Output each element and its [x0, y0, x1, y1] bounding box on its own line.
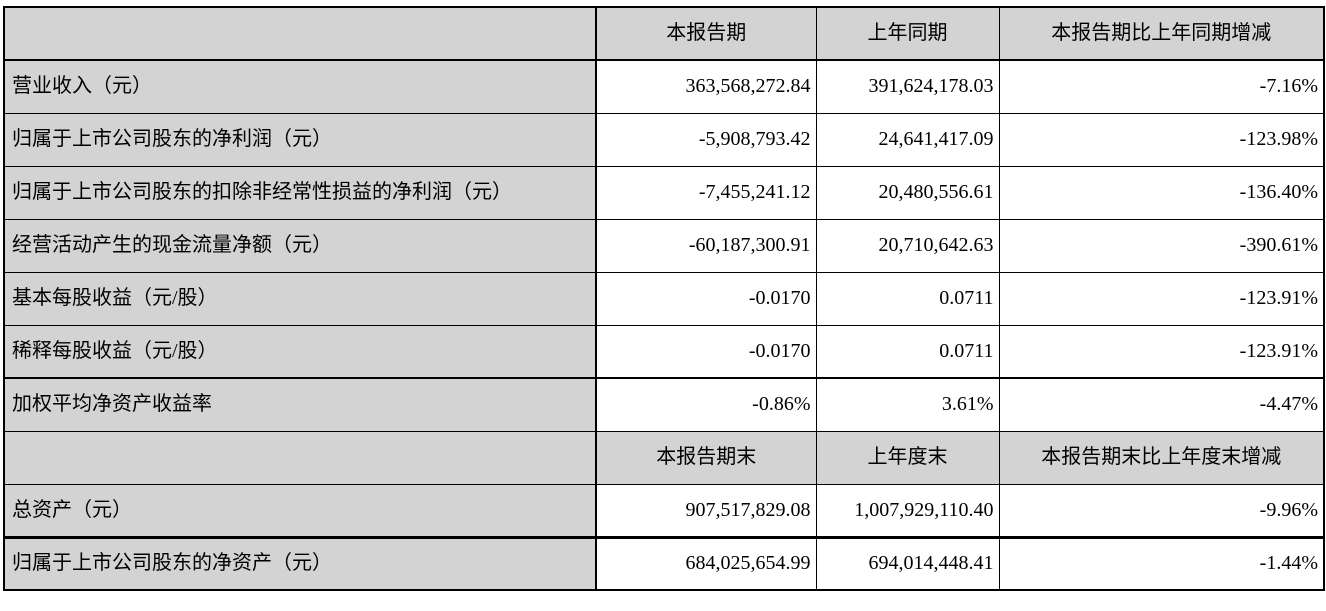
eop-header-empty-cell [3, 430, 597, 485]
change-cell: -1.44% [998, 535, 1325, 591]
financial-summary-table: 本报告期 上年同期 本报告期比上年同期增减 营业收入（元） 363,568,27… [3, 6, 1325, 591]
row-label-cell: 归属于上市公司股东的扣除非经常性损益的净利润（元） [3, 165, 597, 220]
change-cell: -123.91% [998, 271, 1325, 326]
row-label-cell: 总资产（元） [3, 483, 597, 538]
prior-period-cell: 0.0711 [815, 324, 1000, 379]
table-row: 归属于上市公司股东的扣除非经常性损益的净利润（元） -7,455,241.12 … [3, 165, 1325, 220]
table-row: 总资产（元） 907,517,829.08 1,007,929,110.40 -… [3, 483, 1325, 538]
prior-period-cell: 1,007,929,110.40 [815, 483, 1000, 538]
table-row: 归属于上市公司股东的净利润（元） -5,908,793.42 24,641,41… [3, 112, 1325, 167]
period-header-empty-cell [3, 6, 597, 61]
row-label-cell: 营业收入（元） [3, 59, 597, 114]
current-period-cell: 907,517,829.08 [595, 483, 817, 538]
table-row: 加权平均净资产收益率 -0.86% 3.61% -4.47% [3, 377, 1325, 432]
table-row: 经营活动产生的现金流量净额（元） -60,187,300.91 20,710,6… [3, 218, 1325, 273]
prior-period-cell: 3.61% [815, 377, 1000, 432]
table-row: 基本每股收益（元/股） -0.0170 0.0711 -123.91% [3, 271, 1325, 326]
change-cell: -9.96% [998, 483, 1325, 538]
prior-period-cell: 391,624,178.03 [815, 59, 1000, 114]
row-label-cell: 稀释每股收益（元/股） [3, 324, 597, 379]
column-header-current-eop: 本报告期末 [595, 430, 817, 485]
prior-period-cell: 24,641,417.09 [815, 112, 1000, 167]
current-period-cell: 684,025,654.99 [595, 535, 817, 591]
table-row-eop-header: 本报告期末 上年度末 本报告期末比上年度末增减 [3, 430, 1325, 485]
financial-summary-table-container: 本报告期 上年同期 本报告期比上年同期增减 营业收入（元） 363,568,27… [3, 6, 1325, 591]
change-cell: -123.98% [998, 112, 1325, 167]
prior-period-cell: 20,480,556.61 [815, 165, 1000, 220]
change-cell: -390.61% [998, 218, 1325, 273]
prior-period-cell: 694,014,448.41 [815, 535, 1000, 591]
change-cell: -7.16% [998, 59, 1325, 114]
table-row: 稀释每股收益（元/股） -0.0170 0.0711 -123.91% [3, 324, 1325, 379]
current-period-cell: -0.0170 [595, 271, 817, 326]
change-cell: -136.40% [998, 165, 1325, 220]
change-cell: -4.47% [998, 377, 1325, 432]
column-header-period-change: 本报告期比上年同期增减 [998, 6, 1325, 61]
current-period-cell: -60,187,300.91 [595, 218, 817, 273]
column-header-eop-change: 本报告期末比上年度末增减 [998, 430, 1325, 485]
column-header-current-period: 本报告期 [595, 6, 817, 61]
current-period-cell: 363,568,272.84 [595, 59, 817, 114]
prior-period-cell: 0.0711 [815, 271, 1000, 326]
current-period-cell: -7,455,241.12 [595, 165, 817, 220]
change-cell: -123.91% [998, 324, 1325, 379]
column-header-prior-eop: 上年度末 [815, 430, 1000, 485]
table-row: 营业收入（元） 363,568,272.84 391,624,178.03 -7… [3, 59, 1325, 114]
table-row-period-header: 本报告期 上年同期 本报告期比上年同期增减 [3, 6, 1325, 61]
current-period-cell: -0.0170 [595, 324, 817, 379]
table-row: 归属于上市公司股东的净资产（元） 684,025,654.99 694,014,… [3, 535, 1325, 591]
row-label-cell: 经营活动产生的现金流量净额（元） [3, 218, 597, 273]
row-label-cell: 归属于上市公司股东的净利润（元） [3, 112, 597, 167]
row-label-cell: 归属于上市公司股东的净资产（元） [3, 535, 597, 591]
prior-period-cell: 20,710,642.63 [815, 218, 1000, 273]
current-period-cell: -0.86% [595, 377, 817, 432]
row-label-cell: 加权平均净资产收益率 [3, 377, 597, 432]
current-period-cell: -5,908,793.42 [595, 112, 817, 167]
row-label-cell: 基本每股收益（元/股） [3, 271, 597, 326]
column-header-prior-period: 上年同期 [815, 6, 1000, 61]
